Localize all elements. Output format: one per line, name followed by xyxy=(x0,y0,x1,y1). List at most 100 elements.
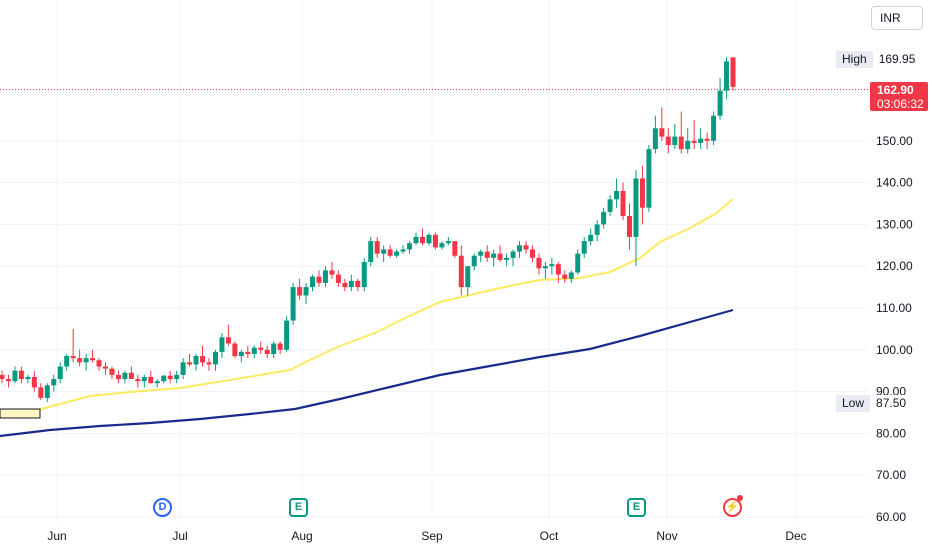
candle-body xyxy=(562,274,568,279)
currency-selector[interactable]: INR xyxy=(871,6,923,30)
candle-body xyxy=(458,255,464,288)
candle-body xyxy=(122,372,128,380)
candle-body xyxy=(271,343,277,354)
candle-body xyxy=(471,255,477,267)
y-axis: 60.0070.0080.0090.00100.00110.00120.0013… xyxy=(876,134,913,524)
candle-body xyxy=(711,115,717,141)
candle-body xyxy=(51,379,57,386)
candle-body xyxy=(5,379,11,382)
candle-body xyxy=(374,241,380,254)
split-event-icon[interactable]: ⚡ xyxy=(723,498,742,517)
candle-body xyxy=(594,224,600,235)
candle-body xyxy=(407,243,413,250)
y-tick-label: 100.00 xyxy=(876,343,913,357)
notification-dot xyxy=(737,495,743,501)
candle-body xyxy=(141,376,147,382)
candle-body xyxy=(251,347,257,354)
candle-body xyxy=(303,287,309,296)
candle-body xyxy=(348,280,354,288)
high-label: High xyxy=(836,51,873,68)
slow-moving-average-line xyxy=(0,308,734,438)
high-value: 169.95 xyxy=(872,51,922,68)
candle-body xyxy=(394,251,400,256)
candle-body xyxy=(0,374,5,380)
x-axis: Jun Jul Aug Sep Oct Nov Dec xyxy=(47,529,806,543)
candle-body xyxy=(219,337,225,352)
candle-body xyxy=(148,376,154,384)
candle-body xyxy=(691,140,697,143)
candle-body xyxy=(484,251,490,258)
candle-body xyxy=(77,358,83,363)
x-tick-label: Sep xyxy=(421,529,443,543)
y-tick-label: 60.00 xyxy=(876,510,906,524)
candle-body xyxy=(504,257,510,260)
candle-body xyxy=(452,241,458,256)
candle-body xyxy=(432,234,438,248)
candle-body xyxy=(678,136,684,150)
earnings-event-icon[interactable]: E xyxy=(289,498,308,517)
candle-body xyxy=(25,376,31,380)
candle-body xyxy=(187,362,193,365)
candle-body xyxy=(549,264,555,267)
candle-body xyxy=(672,136,678,145)
x-tick-label: Oct xyxy=(540,529,559,543)
candle-body xyxy=(316,276,322,283)
x-tick-label: Jul xyxy=(172,529,187,543)
candle-body xyxy=(730,57,736,87)
candle-body xyxy=(284,320,290,350)
dividend-event-icon[interactable]: D xyxy=(153,498,172,517)
candle-body xyxy=(200,356,206,363)
y-tick-label: 110.00 xyxy=(876,301,912,315)
candle-body xyxy=(607,199,613,212)
y-tick-label: 70.00 xyxy=(876,468,906,482)
candle-body xyxy=(342,282,348,288)
candle-body xyxy=(419,236,425,244)
chart-grid xyxy=(0,0,868,522)
candle-body xyxy=(704,138,710,141)
candle-body xyxy=(633,178,639,237)
candle-body xyxy=(57,366,63,380)
candle-body xyxy=(109,368,115,375)
candle-body xyxy=(517,245,523,252)
candle-body xyxy=(620,190,626,217)
last-price-value: 162.90 xyxy=(877,83,914,97)
candle-body xyxy=(174,374,180,380)
selection-box[interactable] xyxy=(0,408,41,419)
earnings-event-icon[interactable]: E xyxy=(627,498,646,517)
candle-body xyxy=(639,178,645,208)
candle-body xyxy=(413,236,419,244)
candlestick-series xyxy=(0,57,736,403)
candle-body xyxy=(264,349,270,354)
last-price-tag: 162.90 03:06:32 xyxy=(870,82,928,111)
candle-body xyxy=(614,190,620,200)
candle-body xyxy=(523,245,529,250)
candle-body xyxy=(361,262,367,288)
candle-body xyxy=(497,253,503,260)
candle-body xyxy=(103,366,109,369)
candle-body xyxy=(536,257,542,269)
candle-body xyxy=(245,351,251,354)
low-marker: Low 87.50 xyxy=(836,395,913,412)
candle-body xyxy=(44,385,50,398)
candle-body xyxy=(70,356,76,359)
low-label: Low xyxy=(836,395,871,412)
candle-body xyxy=(135,379,141,382)
candle-body xyxy=(381,249,387,254)
candle-body xyxy=(12,370,18,382)
candle-body xyxy=(529,249,535,258)
candle-body xyxy=(258,347,264,350)
candle-body xyxy=(180,362,186,375)
candle-body xyxy=(161,375,167,382)
candle-body xyxy=(439,243,445,248)
candle-body xyxy=(31,376,37,388)
candle-body xyxy=(510,251,516,258)
candle-body xyxy=(626,216,632,237)
high-marker: High 169.95 xyxy=(836,51,922,68)
fast-moving-average-line xyxy=(0,198,734,419)
candle-body xyxy=(724,61,730,91)
candle-body xyxy=(290,287,296,321)
candle-body xyxy=(575,253,581,273)
candle-body xyxy=(426,234,432,244)
candle-body xyxy=(297,287,303,296)
